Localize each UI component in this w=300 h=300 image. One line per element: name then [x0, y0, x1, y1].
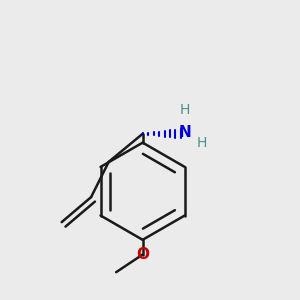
- Text: O: O: [136, 247, 149, 262]
- Text: H: H: [196, 136, 207, 150]
- Text: H: H: [180, 103, 190, 117]
- Text: N: N: [178, 125, 191, 140]
